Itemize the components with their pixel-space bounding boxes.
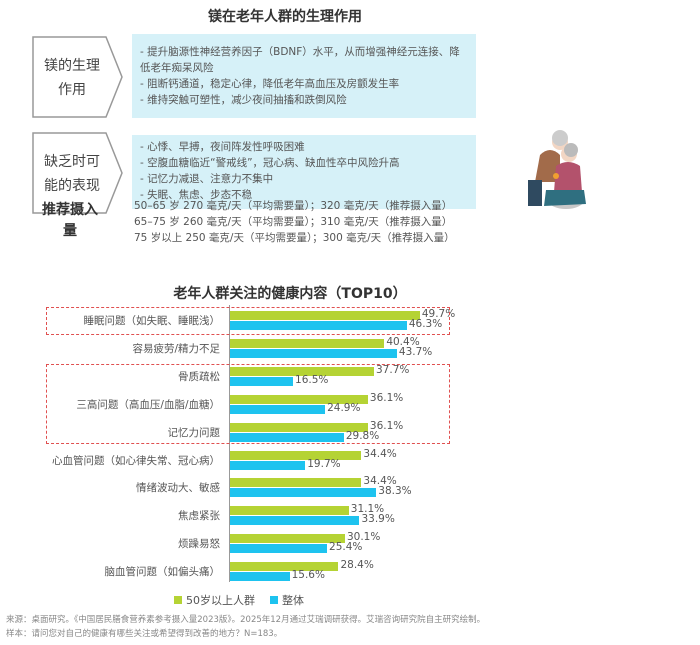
bar-overall: [230, 460, 306, 470]
footer-source: 来源：桌面研究。《中国居民膳食营养素参考摄入量2023版》。2025年12月通过…: [6, 615, 486, 625]
highlight-box-2: [46, 364, 450, 444]
section2-label-box: 缺乏时可能的表现: [32, 132, 124, 214]
info-line: - 维持突触可塑性，减少夜间抽搐和跌倒风险: [140, 94, 347, 106]
bar-overall: [230, 572, 290, 582]
bar-50plus: [230, 338, 385, 348]
data-label: 19.7%: [307, 457, 341, 470]
bar-overall: [230, 376, 294, 386]
bar-overall: [230, 321, 407, 330]
bar-50plus: [230, 534, 345, 544]
data-label: 31.1%: [350, 503, 385, 516]
data-label: 28.4%: [340, 559, 374, 572]
data-label: 46.3%: [408, 318, 443, 330]
data-label: 34.4%: [363, 447, 397, 460]
bar-50plus: [230, 506, 349, 516]
category-label: 焦虑紧张: [178, 510, 220, 523]
bar-50plus: [230, 562, 339, 572]
bar-overall: [230, 488, 377, 498]
category-label: 烦躁易怒: [178, 538, 220, 551]
info-line: - 记忆力减退、注意力不集中: [140, 173, 274, 185]
data-label: 49.7%: [421, 308, 456, 320]
bar-50plus: [230, 394, 368, 404]
data-label: 36.1%: [369, 391, 404, 404]
category-label: 情绪波动大、敏感: [136, 482, 220, 495]
category-label: 骨质疏松: [178, 370, 220, 383]
highlight-box-1: [46, 307, 450, 335]
recommend-line: 75 岁以上 250 毫克/天（平均需要量）；300 毫克/天（推荐摄入量）: [134, 232, 455, 244]
data-label: 30.1%: [346, 531, 381, 544]
legend-swatch: [270, 596, 278, 604]
category-label: 心血管问题（如心律失常、冠心病）: [52, 454, 220, 467]
category-label: 睡眠问题（如失眠、睡眠浅）: [83, 315, 221, 327]
section1-label: 镁的生理作用: [44, 58, 100, 98]
data-label: 15.6%: [291, 569, 325, 582]
category-label: 记忆力问题: [167, 426, 221, 439]
data-label: 38.3%: [378, 485, 412, 498]
legend-label: 50岁以上人群: [186, 594, 255, 607]
bar-50plus: [230, 450, 362, 460]
legend-swatch: [174, 596, 182, 604]
info-line: - 空腹血糖临近“警戒线”，冠心病、缺血性卒中风险升高: [140, 157, 400, 169]
legend-label: 整体: [282, 594, 304, 607]
recommend-lines: 50–65 岁 270 毫克/天（平均需要量）；320 毫克/天（推荐摄入量） …: [134, 198, 455, 246]
category-label: 容易疲劳/精力不足: [132, 342, 220, 355]
bar-50plus: [230, 422, 368, 432]
data-label: 33.9%: [361, 513, 395, 526]
info-line: - 心悸、早搏，夜间阵发性呼吸困难: [140, 141, 305, 153]
info-line: - 阻断钙通道，稳定心律，降低老年高血压及房颤发生率: [140, 78, 400, 90]
recommend-label: 推荐摄入量: [42, 202, 98, 239]
bar-overall: [230, 404, 326, 414]
data-label: 16.5%: [295, 373, 329, 386]
info-line: - 提升脑源性神经营养因子（BDNF）水平，从而增强神经元连接、降低老年痴呆风险: [140, 46, 460, 74]
info-line: - 失眠、焦虑、步态不稳: [140, 189, 253, 201]
recommend-line: 50–65 岁 270 毫克/天（平均需要量）；320 毫克/天（推荐摄入量）: [134, 200, 453, 212]
data-label: 36.1%: [369, 419, 404, 432]
recommend-line: 65–75 岁 260 毫克/天（平均需要量）；310 毫克/天（推荐摄入量）: [134, 216, 453, 228]
data-label: 40.4%: [386, 335, 420, 348]
bar-50plus: [230, 478, 362, 488]
elderly-couple-illustration: [528, 130, 586, 209]
data-label: 25.4%: [329, 541, 363, 554]
data-label: 24.9%: [327, 401, 361, 414]
category-label: 脑血管问题（如偏头痛）: [104, 566, 221, 579]
data-label: 29.8%: [345, 429, 380, 442]
section2-info: - 心悸、早搏，夜间阵发性呼吸困难 - 空腹血糖临近“警戒线”，冠心病、缺血性卒…: [132, 135, 476, 209]
section2-label: 缺乏时可能的表现: [44, 154, 100, 194]
bar-overall: [230, 544, 328, 554]
data-label: 37.7%: [376, 363, 410, 376]
data-label: 34.4%: [363, 475, 397, 488]
data-label: 43.7%: [398, 345, 433, 358]
section1-info: - 提升脑源性神经营养因子（BDNF）水平，从而增强神经元连接、降低老年痴呆风险…: [132, 34, 476, 118]
bar-50plus: [230, 311, 420, 320]
category-label: 三高问题（高血压/血脂/血糖）: [76, 398, 220, 411]
title-magnesium: 镁在老年人群的生理作用: [208, 9, 362, 25]
bar-50plus: [230, 366, 374, 376]
legend-item-all: 整体: [270, 592, 304, 608]
bar-overall: [230, 516, 360, 526]
section1-label-box: 镁的生理作用: [32, 36, 124, 118]
footer-sample: 样本：请问您对自己的健康有哪些关注或希望得到改善的地方？N=183。: [6, 629, 283, 639]
legend-item-50plus: 50岁以上人群: [174, 592, 255, 608]
bar-overall: [230, 432, 344, 442]
bar-overall: [230, 348, 397, 358]
chart-title: 老年人群关注的健康内容（TOP10）: [173, 286, 407, 302]
